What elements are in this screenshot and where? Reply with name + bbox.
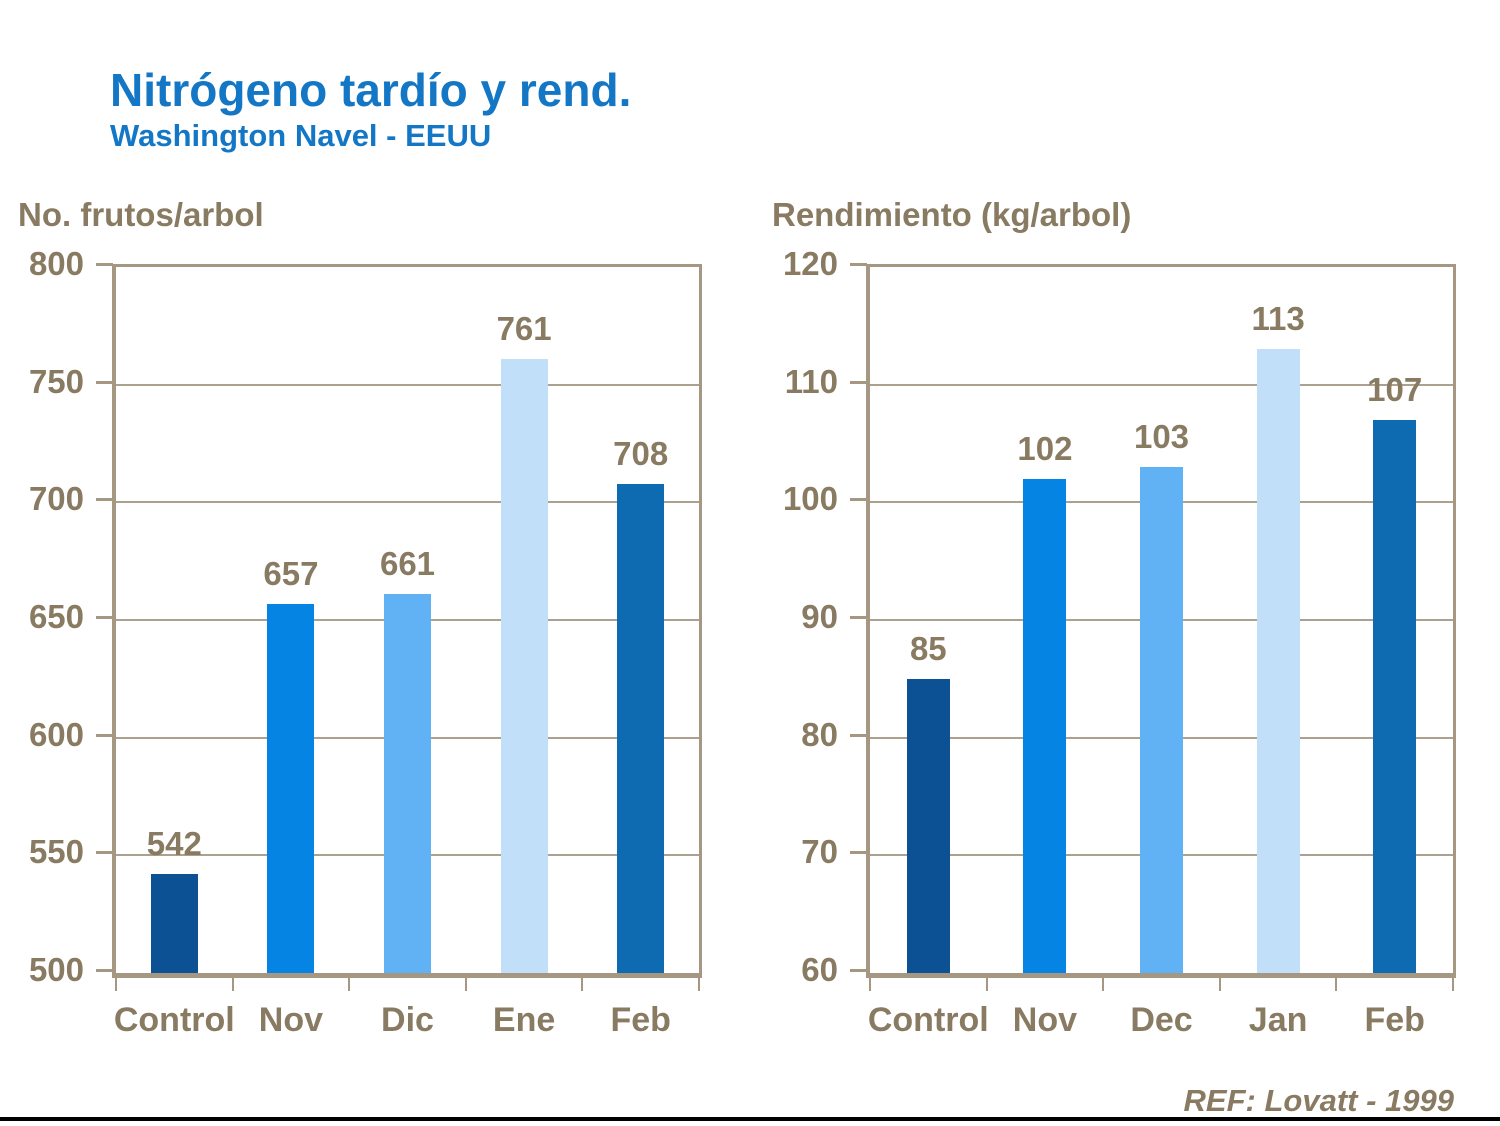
- y-tick-label: 750: [28, 362, 84, 400]
- value-label: 657: [263, 554, 319, 592]
- y-tick-mark: [850, 616, 867, 619]
- x-tick-label-control: Control: [867, 1001, 989, 1039]
- x-tick-mark: [581, 978, 584, 991]
- value-label: 107: [1367, 370, 1423, 408]
- x-tick-label-nov: Nov: [258, 1001, 323, 1039]
- y-tick-label: 500: [28, 951, 84, 988]
- x-tick-label-control: Control: [113, 1001, 235, 1039]
- x-tick-mark: [464, 978, 467, 991]
- bar-feb: [1373, 419, 1417, 973]
- x-tick-mark: [869, 978, 871, 991]
- plot-area-frutos: 542 657 661 761 708: [112, 264, 702, 978]
- chart-title-rendimiento: Rendimiento (kg/arbol): [772, 196, 1132, 233]
- x-tick-label-jan: Jan: [1248, 1001, 1308, 1039]
- y-tick-mark: [850, 969, 867, 972]
- x-tick-label-feb: Feb: [1364, 1001, 1425, 1039]
- bar-dec: [1140, 467, 1183, 973]
- x-tick-mark: [115, 978, 117, 991]
- value-label: 708: [613, 434, 669, 472]
- y-tick-label: 60: [801, 951, 838, 988]
- value-label: 85: [909, 629, 947, 667]
- chart-title-frutos: No. frutos/arbol: [18, 196, 264, 233]
- x-tick-mark: [1102, 978, 1105, 991]
- bar-nov: [1023, 478, 1067, 973]
- y-tick-mark: [96, 498, 113, 502]
- bar-control: [150, 874, 198, 973]
- y-tick-mark: [850, 733, 867, 737]
- reference-text: REF: Lovatt - 1999: [1183, 1083, 1454, 1118]
- value-label: 103: [1133, 418, 1190, 456]
- x-tick-label-ene: Ene: [492, 1001, 556, 1039]
- y-tick-label: 70: [801, 833, 838, 871]
- bar-control: [906, 678, 950, 973]
- y-tick-label: 120: [782, 245, 838, 282]
- y-tick-mark: [96, 380, 113, 384]
- y-tick-mark: [850, 380, 867, 384]
- plot-area-rendimiento: 85 102 103 113 107: [866, 264, 1456, 978]
- x-tick-mark: [698, 978, 700, 991]
- x-tick-mark: [231, 978, 234, 991]
- y-tick-label: 700: [28, 480, 84, 518]
- x-tick-label-feb: Feb: [610, 1001, 671, 1039]
- bar-dic: [384, 594, 431, 973]
- x-tick-mark: [985, 978, 988, 991]
- gridline: [116, 383, 699, 386]
- slide-header: Nitrógeno tardío y rend. Washington Nave…: [110, 64, 631, 154]
- y-tick-mark: [96, 851, 113, 855]
- bar-feb: [617, 483, 665, 973]
- x-tick-label-dec: Dec: [1130, 1001, 1193, 1039]
- y-tick-label: 650: [28, 598, 84, 635]
- y-tick-mark: [96, 263, 113, 266]
- value-label: 102: [1017, 429, 1073, 467]
- x-tick-mark: [1218, 978, 1221, 991]
- y-tick-mark: [850, 851, 867, 855]
- slide-title: Nitrógeno tardío y rend.: [110, 64, 632, 116]
- gridline: [116, 501, 699, 504]
- value-label: 113: [1251, 300, 1305, 338]
- x-tick-label-dic: Dic: [381, 1001, 434, 1039]
- value-label: 542: [146, 825, 202, 863]
- y-tick-mark: [850, 498, 867, 502]
- y-tick-mark: [850, 263, 867, 266]
- chart-frutos-por-arbol: No. frutos/arbol 542 657 661 761 708 500 550 6…: [0, 190, 702, 1060]
- slide-subtitle: Washington Navel - EEUU: [110, 118, 492, 153]
- y-tick-mark: [96, 616, 113, 619]
- y-tick-label: 800: [28, 245, 84, 282]
- x-tick-mark: [1452, 978, 1454, 991]
- gridline: [870, 383, 1453, 386]
- y-tick-label: 90: [801, 598, 838, 635]
- x-tick-mark: [1335, 978, 1338, 991]
- y-tick-label: 80: [801, 715, 838, 753]
- value-label: 661: [379, 545, 436, 583]
- y-tick-mark: [96, 733, 113, 737]
- footer-divider: [0, 1117, 1500, 1121]
- y-tick-label: 550: [28, 833, 84, 871]
- bar-nov: [267, 603, 315, 973]
- bar-jan: [1256, 349, 1300, 973]
- y-tick-label: 110: [784, 362, 838, 400]
- x-tick-mark: [348, 978, 351, 991]
- y-tick-label: 600: [28, 715, 84, 753]
- x-tick-label-nov: Nov: [1012, 1001, 1077, 1039]
- bar-ene: [500, 358, 548, 973]
- chart-rendimiento: Rendimiento (kg/arbol) 85 102 103 113 107 60…: [754, 190, 1456, 1060]
- y-tick-label: 100: [782, 480, 838, 518]
- y-tick-mark: [96, 969, 113, 972]
- value-label: 761: [496, 309, 552, 347]
